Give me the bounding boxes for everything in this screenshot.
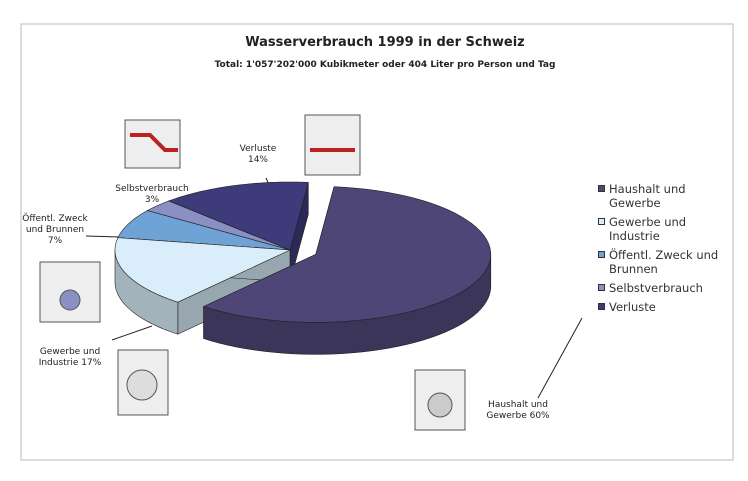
legend-label: Selbstverbrauch (609, 281, 703, 295)
legend-label: Verluste (609, 300, 656, 314)
label-value: 3% (145, 195, 159, 205)
legend-label: Haushalt und Gewerbe (609, 182, 686, 210)
label-value: 7% (48, 236, 62, 246)
legend-item: Verluste (598, 300, 723, 314)
page: Wasserverbrauch 1999 in der Schweiz Tota… (0, 0, 748, 481)
legend-item: Selbstverbrauch (598, 281, 723, 295)
legend-label: Öffentl. Zweck und Brunnen (609, 248, 718, 276)
label-value: 17% (81, 358, 101, 368)
data-label: Gewerbe und Industrie 17% (30, 347, 110, 369)
legend-label: Gewerbe und Industrie (609, 215, 686, 243)
label-name: Öffentl. Zweck und Brunnen (22, 214, 88, 235)
legend: Haushalt und Gewerbe Gewerbe und Industri… (598, 182, 723, 319)
legend-swatch (598, 251, 605, 258)
legend-item: Gewerbe und Industrie (598, 215, 723, 243)
chart-title: Wasserverbrauch 1999 in der Schweiz (245, 35, 524, 50)
legend-swatch (598, 303, 605, 310)
legend-swatch (598, 218, 605, 225)
label-value: 14% (248, 155, 268, 165)
label-name: Verluste (240, 144, 277, 154)
label-value: 60% (530, 411, 550, 421)
legend-item: Haushalt und Gewerbe (598, 182, 723, 210)
legend-item: Öffentl. Zweck und Brunnen (598, 248, 723, 276)
data-label: Haushalt und Gewerbe 60% (478, 400, 558, 422)
legend-swatch (598, 284, 605, 291)
label-name: Selbstverbrauch (115, 184, 189, 194)
chart-subtitle: Total: 1'057'202'000 Kubikmeter oder 404… (215, 60, 556, 70)
legend-swatch (598, 185, 605, 192)
